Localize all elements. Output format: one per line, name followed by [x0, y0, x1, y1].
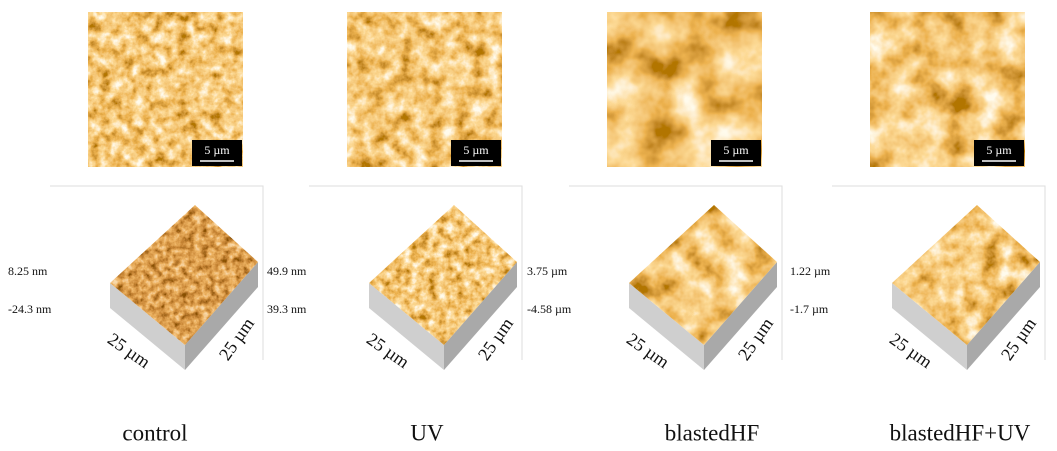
z-min-label: 39.3 nm [267, 302, 307, 316]
z-max-label: 8.25 nm [8, 264, 48, 278]
z-min-label: -4.58 µm [527, 302, 572, 316]
z-max-label: 49.9 nm [267, 264, 307, 278]
scale-bar-label: 5 µm [204, 143, 230, 157]
z-max-label: 1.22 µm [790, 264, 831, 278]
scale-bar-label: 5 µm [463, 143, 489, 157]
figure: 5 µm8.25 nm-24.3 nm25 µm25 µmcontrol5 µm… [0, 0, 1057, 451]
scale-bar-label: 5 µm [723, 143, 749, 157]
caption: UV [410, 420, 444, 445]
z-max-label: 3.75 µm [527, 264, 568, 278]
z-min-label: -24.3 nm [8, 302, 52, 316]
caption: control [122, 420, 187, 445]
caption: blastedHF [665, 420, 760, 445]
caption: blastedHF+UV [890, 420, 1031, 445]
scale-bar-label: 5 µm [986, 143, 1012, 157]
z-min-label: -1.7 µm [790, 302, 829, 316]
